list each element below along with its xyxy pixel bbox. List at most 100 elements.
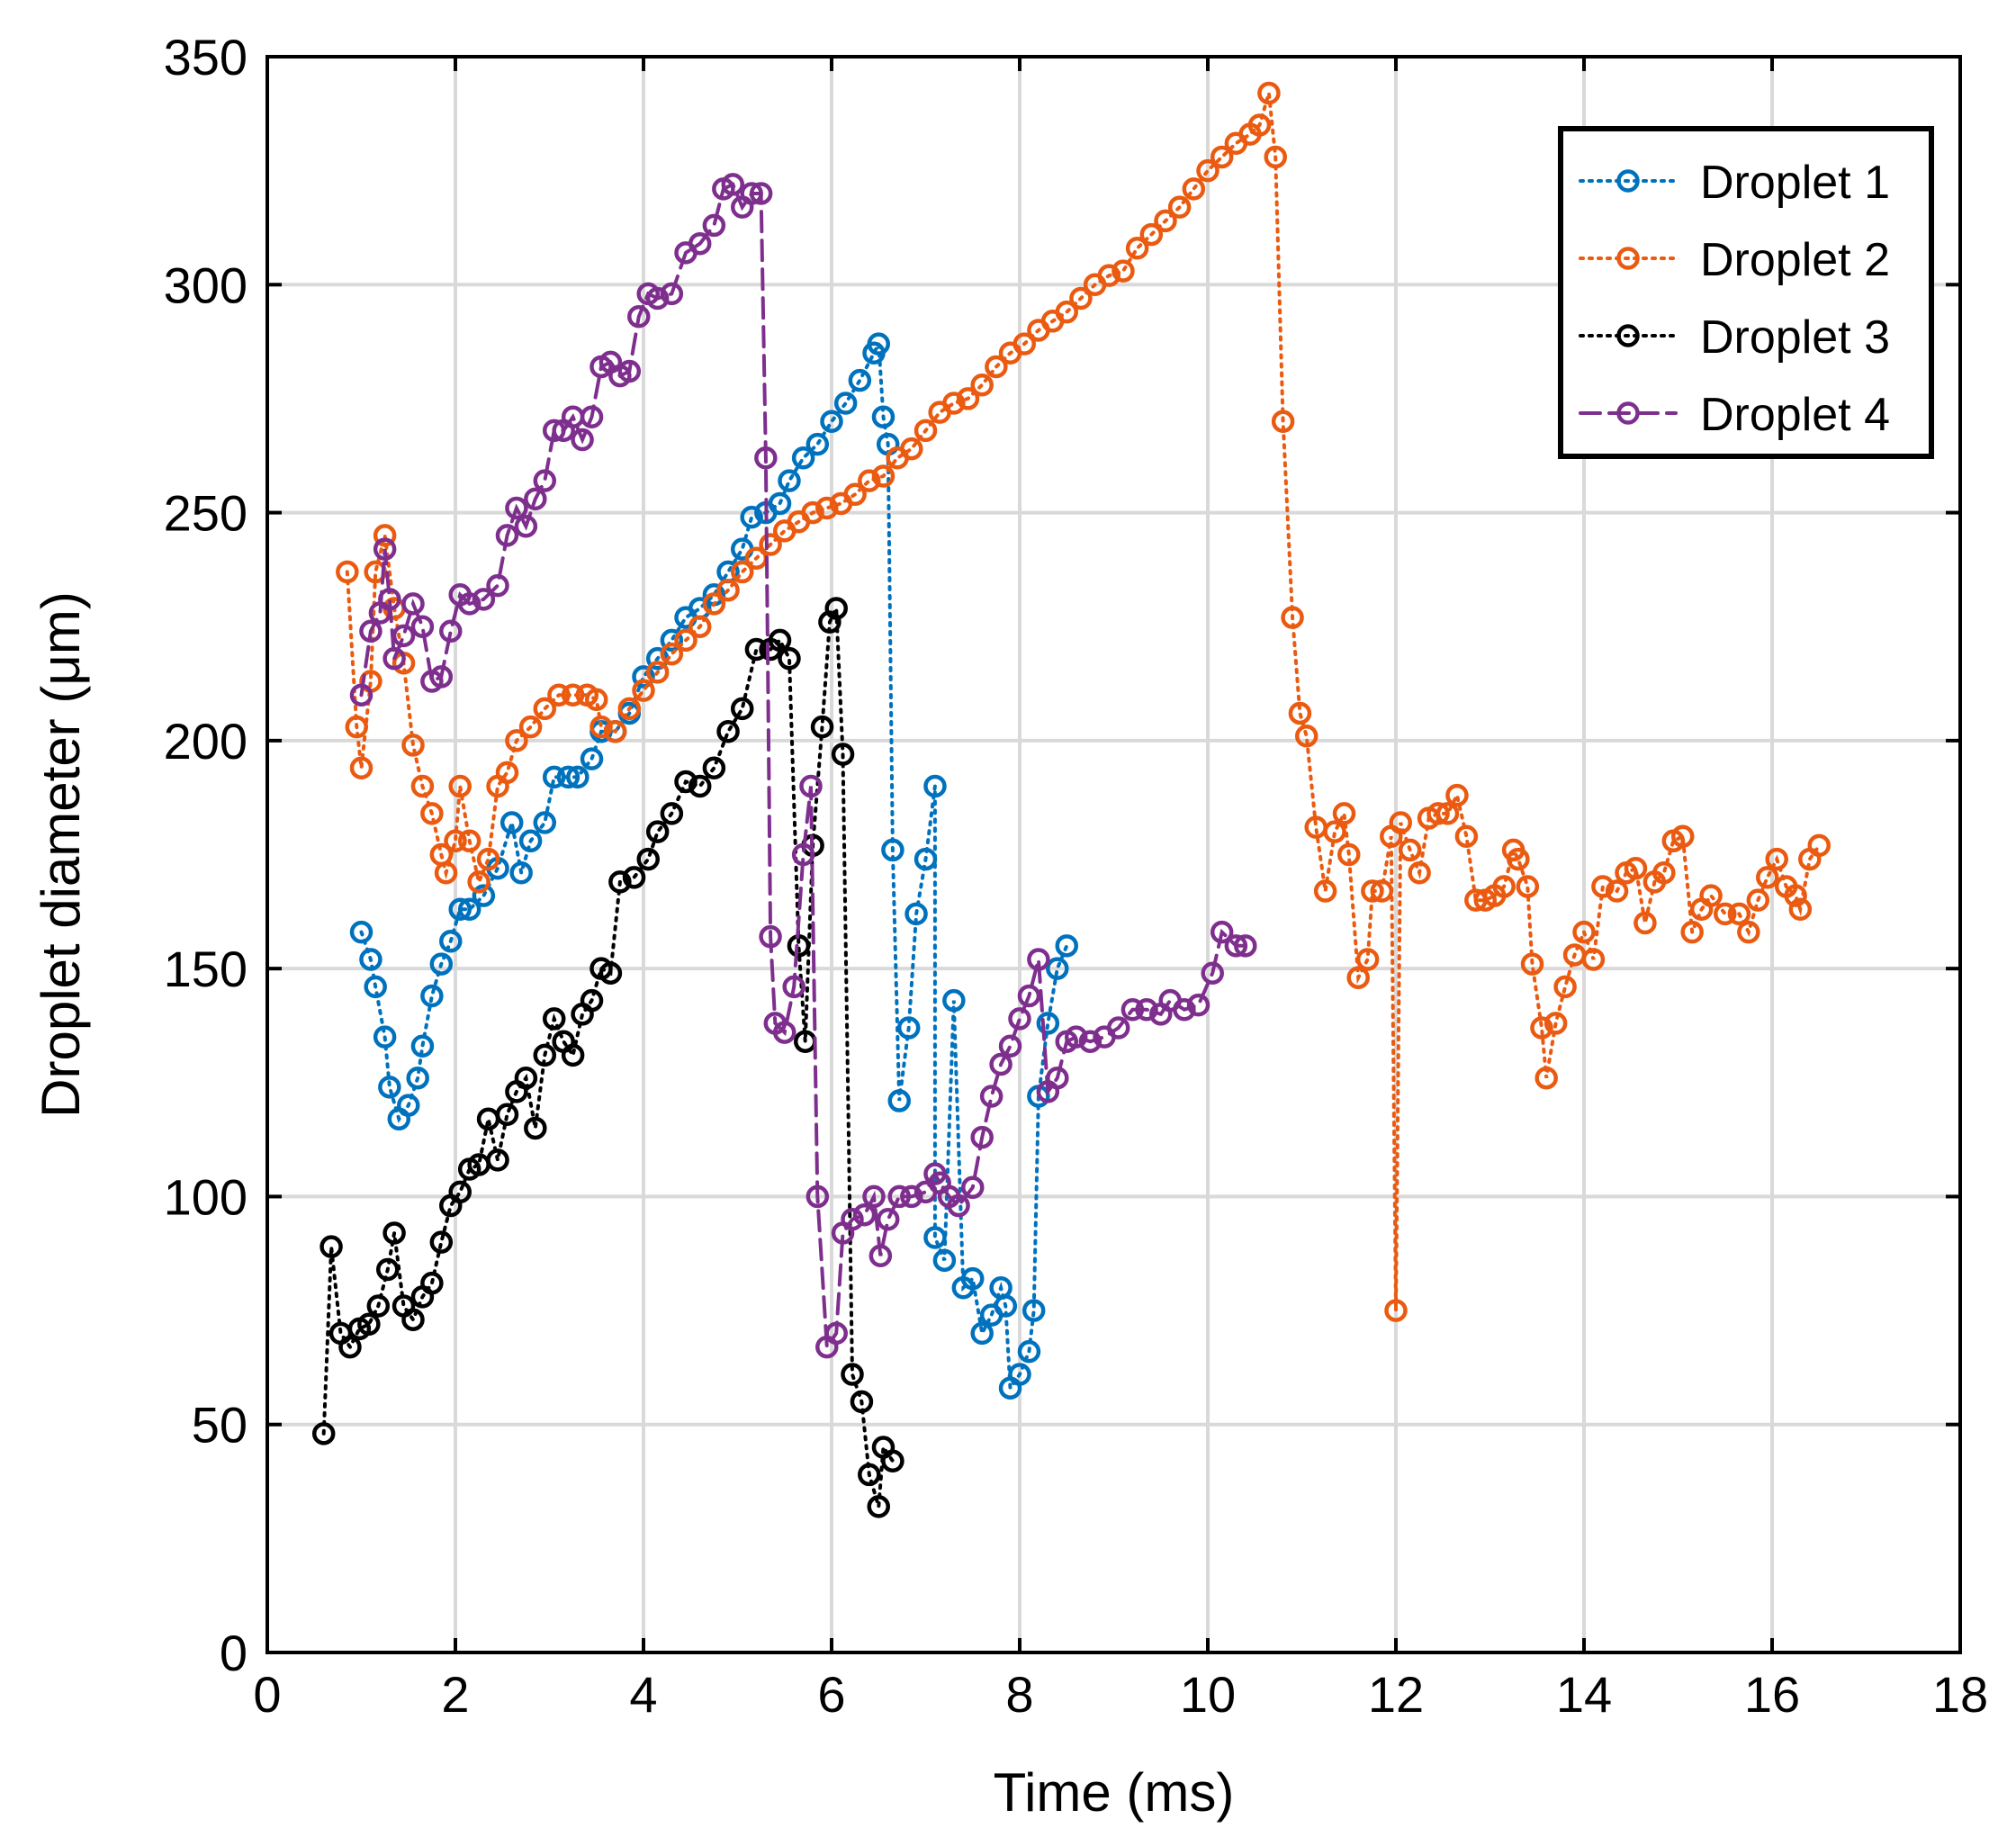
data-point	[448, 774, 472, 798]
data-point	[868, 1244, 893, 1268]
data-point	[1012, 332, 1036, 356]
data-point	[1017, 984, 1041, 1008]
data-point	[1384, 1299, 1408, 1322]
legend-label: Droplet 4	[1700, 389, 1890, 441]
data-point	[1036, 1012, 1060, 1035]
data-point	[632, 679, 655, 702]
data-point	[382, 646, 406, 671]
data-point	[1346, 966, 1370, 990]
data-point	[843, 482, 867, 507]
data-point	[1135, 997, 1158, 1022]
data-point	[852, 1202, 877, 1227]
data-point	[439, 929, 463, 953]
data-point	[1807, 833, 1831, 858]
data-point	[566, 765, 590, 789]
data-point	[970, 1125, 994, 1149]
y-tick-label: 0	[220, 1625, 248, 1681]
data-point	[448, 1180, 472, 1204]
data-point	[768, 491, 792, 516]
data-point	[524, 1116, 547, 1140]
data-point	[571, 428, 594, 452]
data-point	[420, 802, 444, 825]
data-point	[791, 842, 815, 867]
data-point	[688, 231, 712, 256]
series-3	[311, 597, 904, 1518]
legend-marker	[1616, 401, 1640, 425]
data-point	[627, 304, 651, 329]
data-point	[754, 446, 778, 470]
x-tick-label: 2	[441, 1666, 469, 1723]
data-point	[406, 1066, 429, 1090]
data-point	[1699, 884, 1723, 907]
data-point	[759, 924, 782, 949]
data-point	[429, 1230, 454, 1254]
data-point	[632, 665, 655, 689]
series-2	[336, 81, 1831, 1322]
data-point	[349, 683, 374, 707]
data-point	[778, 469, 801, 492]
data-point	[740, 182, 763, 205]
data-point	[858, 469, 881, 492]
data-point	[1173, 997, 1196, 1022]
data-point	[486, 1148, 509, 1172]
x-tick-label: 14	[1556, 1666, 1612, 1723]
data-point	[1746, 888, 1770, 912]
data-point	[617, 697, 642, 721]
data-point	[533, 811, 557, 834]
data-point	[467, 870, 490, 894]
data-point	[366, 1294, 391, 1318]
data-point	[660, 628, 684, 653]
data-point	[1017, 1339, 1041, 1364]
data-point	[702, 756, 726, 780]
y-tick-label: 100	[164, 1168, 248, 1225]
data-point	[524, 487, 547, 511]
data-point	[514, 1066, 538, 1090]
data-point	[979, 1085, 1004, 1108]
data-point	[420, 984, 444, 1008]
data-point	[429, 952, 454, 976]
data-point	[782, 975, 806, 999]
data-point	[518, 715, 543, 739]
data-point	[1520, 952, 1544, 976]
data-point	[500, 811, 524, 834]
data-point	[617, 359, 642, 383]
data-point	[1544, 1012, 1568, 1035]
data-point	[778, 646, 801, 671]
data-point	[674, 770, 698, 794]
x-tick-label: 18	[1932, 1666, 1988, 1723]
series-line	[359, 182, 1247, 1353]
data-point	[1167, 195, 1192, 219]
data-point	[914, 847, 938, 871]
data-point	[806, 432, 830, 456]
data-point	[349, 920, 374, 944]
data-point	[590, 715, 613, 739]
data-point	[994, 1294, 1018, 1318]
data-point	[476, 847, 500, 871]
data-point	[702, 213, 726, 238]
data-point	[392, 624, 416, 648]
data-point	[376, 1257, 400, 1282]
data-point	[645, 661, 670, 684]
data-point	[985, 355, 1008, 379]
data-point	[1139, 222, 1164, 247]
data-point	[660, 282, 684, 306]
data-point	[580, 747, 604, 770]
data-point	[1022, 1299, 1046, 1322]
data-point	[345, 715, 369, 739]
data-point	[1106, 1016, 1130, 1040]
data-point	[556, 765, 580, 789]
data-point	[841, 1208, 864, 1231]
data-point	[311, 1422, 336, 1445]
y-tick-label: 150	[164, 941, 248, 997]
data-point	[1097, 264, 1121, 287]
x-tick-label: 10	[1180, 1666, 1236, 1723]
data-point	[1784, 884, 1807, 907]
data-point	[660, 642, 684, 666]
data-point	[1196, 158, 1220, 183]
data-point	[768, 628, 792, 653]
data-point	[1332, 802, 1356, 825]
data-point	[622, 866, 646, 889]
data-point	[1389, 811, 1412, 834]
data-point	[472, 884, 496, 907]
